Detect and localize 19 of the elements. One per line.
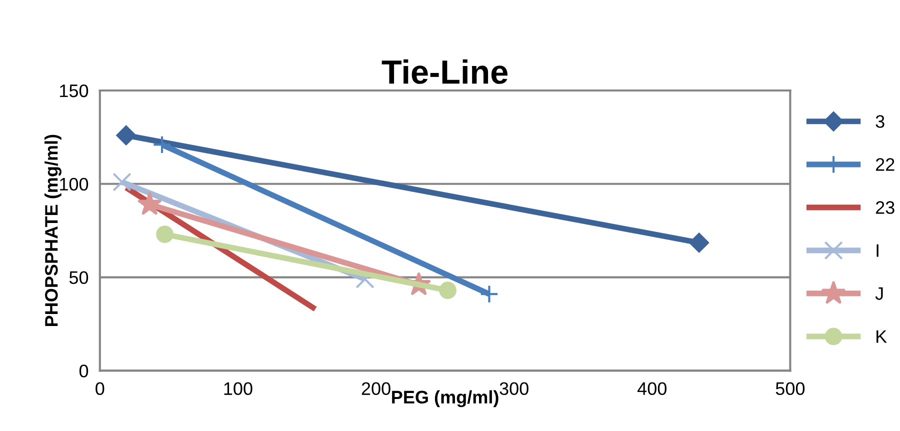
legend-label: 23 (876, 201, 894, 214)
x-tick-label: 500 (776, 382, 805, 396)
x-tick-label: 100 (224, 382, 252, 396)
x-tick-label: 300 (500, 382, 528, 396)
x-tick-label: 0 (96, 382, 104, 396)
y-tick-label: 50 (69, 271, 88, 284)
chart-title: Tie-Line (382, 59, 508, 84)
x-tick-label: 400 (637, 382, 666, 396)
legend-label: 3 (876, 115, 884, 128)
y-tick-label: 0 (79, 364, 88, 378)
legend-label: J (875, 287, 883, 300)
y-axis-title: PHOPSPHATE (mg/ml) (44, 134, 62, 326)
x-axis-title: PEG (mg/ml) (392, 390, 498, 408)
legend-label: 22 (876, 158, 894, 171)
y-tick-label: 150 (60, 84, 88, 98)
x-tick-label: 200 (362, 382, 390, 396)
y-tick-label: 100 (60, 178, 88, 191)
legend-label: I (876, 244, 878, 257)
legend-label: K (876, 330, 887, 343)
